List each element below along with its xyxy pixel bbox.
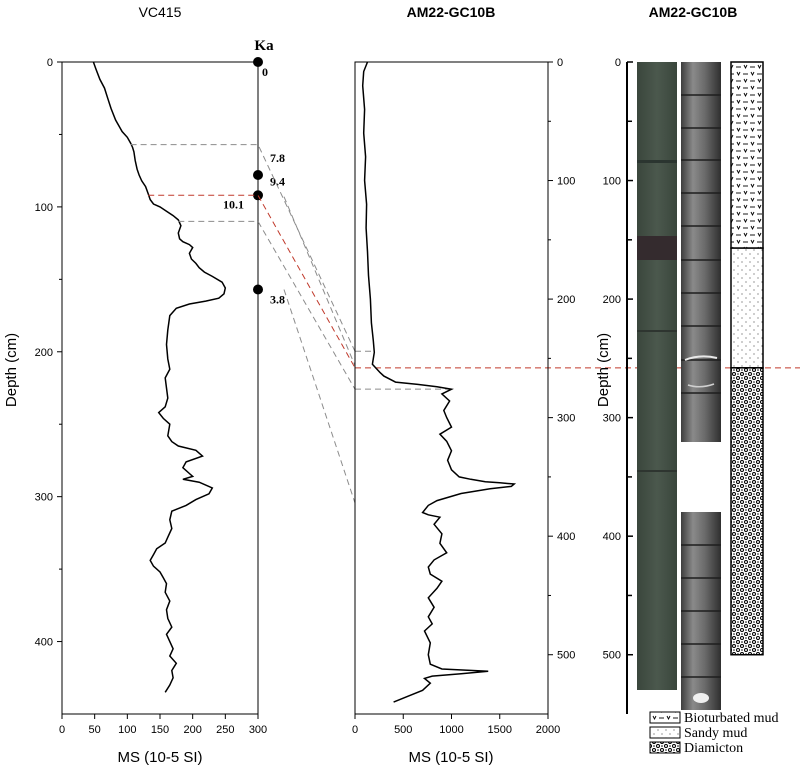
panel-vc415: VC415 0 50 100 150 200 250 300 0 100 200 300 400 M… — [3, 4, 285, 766]
x-axis-vc415: 0 50 100 150 200 250 300 — [59, 714, 267, 736]
core-photo — [637, 62, 677, 690]
x-tick-label-am22: 0 — [352, 724, 358, 736]
age-marker-label: 7.8 — [270, 151, 285, 165]
age-marker-label: 0 — [262, 65, 268, 79]
y-tick-label-vc415: 200 — [35, 347, 53, 359]
y-tick-label-core: 300 — [603, 413, 621, 425]
panel-core-log: AM22-GC10B 0 100 200 300 400 500 Depth (cm) — [595, 4, 779, 756]
legend-label: Diamicton — [684, 741, 743, 756]
y-tick-label-core: 200 — [603, 294, 621, 306]
age-marker-dot — [253, 170, 263, 181]
lithology-unit — [730, 247, 764, 369]
y-tick-label-core: 500 — [603, 650, 621, 662]
panel-title-vc415: VC415 — [139, 4, 182, 20]
age-marker-label: 10.1 — [223, 197, 244, 211]
legend-label: Bioturbated mud — [684, 711, 779, 726]
correlation-line — [283, 196, 356, 366]
correlation-line — [283, 289, 356, 504]
age-marker-label: 3.8 — [270, 292, 285, 306]
y-axis-core: 0 100 200 300 400 500 — [603, 57, 633, 662]
legend-swatch — [649, 741, 681, 754]
plot-frame-vc415 — [61, 61, 259, 715]
y-tick-label-core: 100 — [603, 176, 621, 188]
age-marker-dot — [253, 57, 263, 67]
x-axis-label-vc415: MS (10-5 SI) — [117, 749, 202, 766]
y-tick-label-am22: 200 — [557, 294, 575, 306]
series-line-vc415 — [92, 61, 227, 693]
age-marker-dot — [253, 284, 263, 295]
y-tick-label-am22: 300 — [557, 413, 575, 425]
x-tick-label-am22: 1500 — [488, 724, 512, 736]
x-tick-label-vc415: 150 — [151, 724, 169, 736]
x-tick-label-am22: 1000 — [439, 724, 463, 736]
y-tick-label-vc415: 0 — [47, 57, 53, 69]
y-tick-label-am22: 0 — [557, 57, 563, 69]
y-tick-label-core: 400 — [603, 531, 621, 543]
x-tick-label-vc415: 50 — [89, 724, 101, 736]
x-axis-am22: 0 500 1000 1500 2000 — [352, 714, 560, 736]
age-markers: 07.89.410.13.8 — [223, 57, 285, 306]
age-marker-dot — [253, 190, 263, 201]
y-tick-label-am22: 400 — [557, 531, 575, 543]
series-line-am22 — [361, 61, 517, 703]
y-axis-label-core: Depth (cm) — [595, 333, 612, 407]
age-annotation-label: Ka — [254, 38, 274, 54]
x-tick-label-vc415: 250 — [216, 724, 234, 736]
legend-swatch — [649, 726, 681, 739]
x-tick-label-vc415: 300 — [249, 724, 267, 736]
plot-frame-am22 — [354, 61, 549, 715]
y-axis-am22: 0 100 200 300 400 500 — [548, 57, 575, 662]
x-tick-label-am22: 2000 — [536, 724, 560, 736]
correlation-lines — [130, 144, 800, 504]
y-tick-label-am22: 100 — [557, 176, 575, 188]
panel-am22-ms: AM22-GC10B 0 500 1000 1500 2000 0 100 200 300 40… — [352, 4, 575, 766]
panel-title-core-log: AM22-GC10B — [649, 4, 738, 20]
y-tick-label-core: 0 — [615, 57, 621, 69]
lithology-unit — [730, 367, 764, 656]
y-tick-label-vc415: 100 — [35, 202, 53, 214]
legend-swatch — [649, 711, 681, 724]
x-tick-label-vc415: 100 — [118, 724, 136, 736]
lithology-unit — [730, 61, 764, 249]
x-tick-label-vc415: 200 — [183, 724, 201, 736]
y-axis-label-vc415: Depth (cm) — [3, 333, 20, 407]
correlation-line — [130, 144, 356, 352]
core-xray — [681, 62, 721, 710]
y-tick-label-am22: 500 — [557, 650, 575, 662]
x-axis-label-am22: MS (10-5 SI) — [408, 749, 493, 766]
y-axis-vc415: 0 100 200 300 400 — [35, 57, 62, 649]
legend-label: Sandy mud — [684, 726, 747, 741]
lithology-column — [730, 61, 764, 656]
correlation-line — [148, 194, 356, 369]
y-tick-label-vc415: 300 — [35, 492, 53, 504]
x-tick-label-am22: 500 — [394, 724, 412, 736]
correlation-line — [178, 220, 356, 390]
y-tick-label-vc415: 400 — [35, 637, 53, 649]
x-tick-label-vc415: 0 — [59, 724, 65, 736]
panel-title-am22-ms: AM22-GC10B — [407, 4, 496, 20]
